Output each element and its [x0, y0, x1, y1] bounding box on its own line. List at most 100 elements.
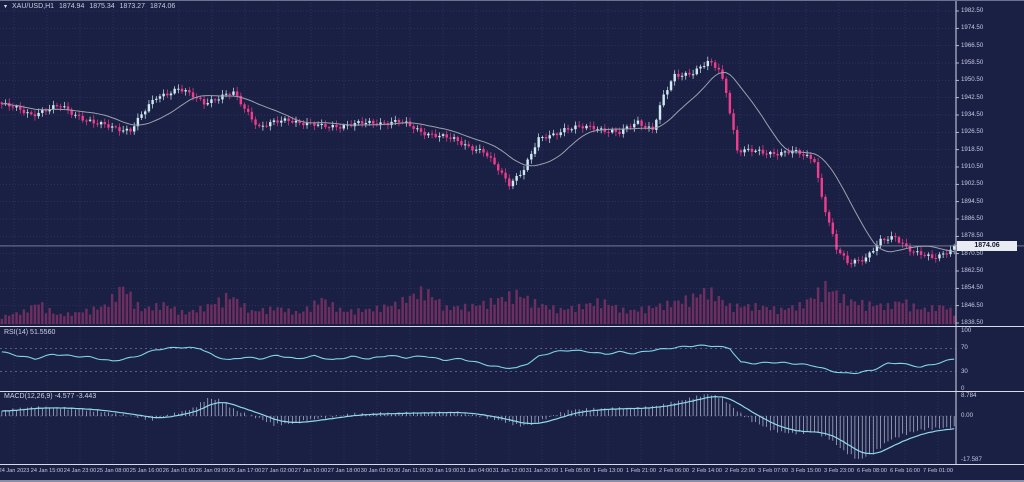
candle-bearish: [338, 127, 342, 129]
candle-bullish: [938, 254, 941, 259]
volume-bar: [147, 306, 151, 324]
volume-bar: [48, 307, 51, 324]
volume-bar: [533, 298, 537, 324]
volume-bar: [397, 309, 401, 324]
volume-bar: [445, 305, 448, 324]
volume-bar: [206, 304, 209, 324]
candle-bullish: [916, 251, 919, 253]
volume-bar: [235, 298, 239, 324]
candle-bearish: [195, 97, 198, 99]
volume-bar: [368, 308, 371, 324]
candle-bullish: [140, 114, 143, 118]
volume-bar: [202, 311, 206, 324]
candle-bearish: [302, 123, 305, 126]
macd-scale-label: -17.587: [961, 456, 982, 463]
candle-bullish: [868, 252, 871, 258]
candle-bearish: [22, 109, 26, 114]
candle-bullish: [132, 126, 136, 132]
candle-bearish: [114, 126, 118, 128]
candle-bearish: [59, 106, 62, 108]
ohlc-low: 1873.27: [119, 3, 145, 10]
candle-bearish: [901, 242, 904, 244]
candle-bearish: [688, 72, 691, 75]
time-label: 26 Jan 09:00: [195, 467, 229, 474]
candle-bullish: [927, 254, 930, 256]
volume-bar: [530, 307, 533, 324]
candle-bearish: [199, 97, 202, 100]
volume-bar: [864, 310, 868, 324]
candle-bullish: [136, 117, 140, 127]
time-label: 3 Feb 23:00: [824, 467, 854, 474]
candle-bullish: [684, 72, 687, 76]
candle-bullish: [110, 126, 114, 128]
candle-bullish: [15, 106, 18, 108]
volume-bar: [357, 308, 360, 324]
volume-bar: [276, 307, 279, 324]
volume-bar: [563, 309, 566, 324]
candle-bullish: [864, 257, 868, 262]
volume-bar: [765, 307, 768, 324]
volume-bar: [140, 311, 143, 324]
volume-bar: [269, 306, 272, 324]
candle-bearish: [721, 69, 724, 79]
candle-bearish: [191, 92, 195, 98]
candle-bearish: [0, 102, 4, 105]
price-label: 1974.50: [961, 24, 984, 31]
volume-bar: [541, 304, 544, 324]
volume-bar: [22, 309, 26, 324]
volume-bar: [717, 296, 721, 324]
candle-bearish: [930, 254, 934, 258]
volume-bar: [868, 301, 871, 324]
volume-bar: [353, 314, 357, 324]
volume-bar: [151, 310, 154, 324]
volume-bar: [258, 311, 261, 324]
time-label: 2 Feb 06:00: [659, 467, 689, 474]
time-label: 2 Feb 14:00: [692, 467, 722, 474]
volume-bar: [824, 280, 827, 324]
volume-bar: [515, 289, 518, 324]
volume-bar: [107, 306, 110, 324]
volume-bar: [574, 311, 577, 324]
candle-bullish: [633, 123, 636, 128]
candle-bullish: [283, 118, 287, 121]
volume-bar: [430, 297, 434, 324]
volume-bar: [732, 311, 735, 324]
candle-bearish: [912, 251, 915, 253]
candle-bullish: [552, 133, 555, 136]
candle-bullish: [647, 126, 651, 128]
candle-bearish: [581, 126, 585, 129]
candle-bullish: [666, 90, 669, 95]
candle-bullish: [224, 93, 228, 95]
time-label: 24 Jan 2023: [0, 467, 30, 474]
volume-bar: [44, 313, 48, 324]
candle-bearish: [467, 144, 471, 147]
volume-bar: [820, 302, 824, 324]
candle-bullish: [695, 68, 698, 75]
candle-bearish: [180, 88, 184, 92]
volume-bar: [927, 311, 930, 324]
candle-bearish: [736, 129, 739, 151]
candle-bearish: [640, 120, 643, 126]
volume-bar: [302, 311, 305, 324]
candle-bearish: [831, 222, 835, 234]
volume-bar: [644, 313, 647, 324]
volume-bar: [526, 295, 529, 324]
volume-bar: [287, 308, 290, 324]
price-label: 1910.50: [961, 163, 984, 170]
volume-bar: [55, 314, 59, 324]
candle-bearish: [489, 156, 493, 158]
volume-bar: [728, 303, 732, 324]
candle-bearish: [493, 157, 496, 165]
ohlc-open: 1874.94: [59, 3, 85, 10]
candle-bearish: [228, 93, 232, 95]
candle-bearish: [945, 253, 949, 255]
symbol-dropdown-icon[interactable]: ▾: [4, 4, 8, 10]
candle-bearish: [809, 154, 812, 159]
volume-bar: [758, 309, 761, 324]
candle-bullish: [357, 121, 360, 124]
volume-bar: [894, 301, 897, 324]
candle-bullish: [221, 94, 224, 100]
time-label: 3 Feb 15:00: [791, 467, 821, 474]
volume-bar: [497, 298, 500, 324]
